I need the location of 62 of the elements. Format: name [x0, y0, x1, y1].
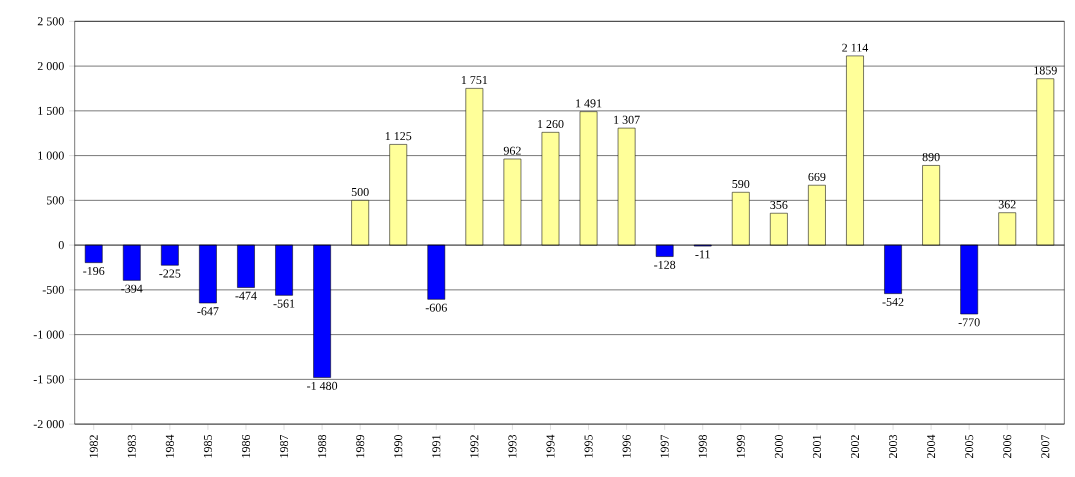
data-label: -770	[958, 318, 980, 327]
data-label: -128	[654, 260, 676, 269]
x-tick-label: 1985	[203, 434, 212, 458]
y-tick-label: 500	[46, 196, 64, 205]
x-tick-label: 1982	[89, 434, 98, 458]
x-tick-label: 2003	[888, 434, 898, 458]
x-tick-label: 1988	[318, 434, 327, 458]
data-label: 500	[351, 187, 369, 196]
data-label: -474	[235, 291, 257, 300]
x-tick-label: 2001	[812, 435, 821, 458]
y-tick-label: 0	[58, 240, 64, 249]
data-label: -542	[882, 297, 904, 306]
x-tick-label: 2005	[965, 434, 974, 458]
data-label: 2 114	[842, 43, 869, 52]
x-tick-label: 1986	[241, 434, 251, 458]
x-tick-label: 1993	[508, 434, 517, 458]
x-tick-label: 1998	[698, 434, 707, 458]
x-tick-label: 1995	[584, 434, 593, 458]
data-label: 356	[770, 200, 788, 209]
data-label: 362	[998, 200, 1016, 209]
x-tick-label: 1989	[356, 434, 365, 458]
x-tick-label: 1991	[432, 435, 441, 458]
y-tick-label: 2 000	[37, 61, 64, 70]
data-label: -647	[197, 307, 219, 316]
data-label: 590	[732, 179, 750, 188]
y-tick-label: -1 500	[33, 375, 64, 384]
y-tick-label: 2 500	[37, 17, 64, 26]
data-label: -1 480	[307, 381, 338, 390]
x-tick-label: 1992	[470, 434, 479, 458]
x-tick-label: 1999	[736, 434, 745, 458]
x-tick-label: 1990	[394, 434, 403, 458]
y-tick-label: 1 000	[38, 151, 64, 160]
data-label: 1 125	[385, 131, 412, 140]
y-tick-label: 1 500	[38, 106, 64, 115]
x-tick-label: 2007	[1041, 434, 1050, 458]
data-label: 1 751	[461, 75, 488, 84]
x-tick-label: 2000	[774, 434, 783, 458]
x-tick-label: 1984	[165, 434, 174, 458]
data-label: 1 307	[614, 115, 640, 124]
x-tick-label: 1994	[546, 434, 555, 458]
x-tick-label: 2006	[1003, 434, 1012, 458]
x-tick-label: 2004	[927, 434, 936, 458]
data-label: 669	[808, 172, 826, 181]
data-label: -606	[425, 303, 447, 312]
y-tick-label: -1 000	[33, 330, 64, 339]
data-label: -561	[273, 299, 295, 308]
data-label: -394	[121, 284, 143, 293]
y-tick-label: -500	[42, 285, 64, 294]
data-label: 1 260	[538, 119, 564, 128]
x-tick-label: 1996	[622, 434, 631, 458]
x-tick-label: 2002	[850, 434, 860, 458]
y-tick-label: -2 000	[33, 419, 64, 428]
data-label: -11	[695, 250, 710, 259]
x-tick-label: 1987	[279, 434, 289, 458]
data-label: -196	[83, 266, 105, 275]
data-label: 962	[503, 146, 521, 155]
data-label: 1 491	[576, 99, 602, 108]
x-tick-label: 1983	[127, 434, 136, 458]
data-label: -225	[159, 269, 181, 278]
data-label: 1859	[1034, 66, 1057, 75]
data-label: 890	[922, 152, 940, 161]
x-tick-label: 1997	[660, 434, 669, 458]
